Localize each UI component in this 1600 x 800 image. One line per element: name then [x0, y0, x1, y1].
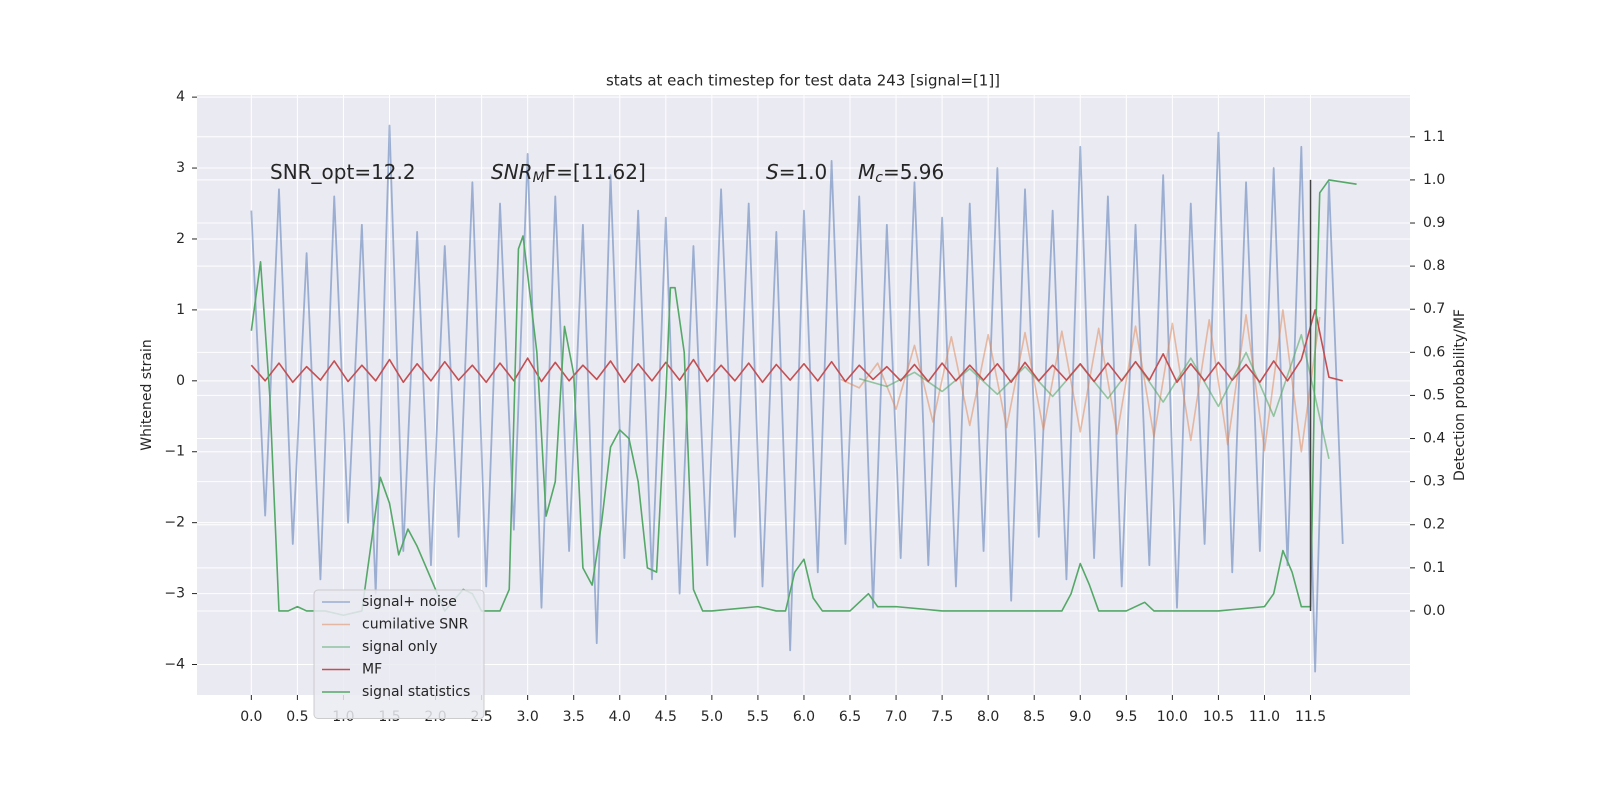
y2-tick-label: 0.5 — [1423, 387, 1445, 403]
y-tick-label: 4 — [176, 89, 185, 105]
y2-axis-label: Detection probability/MF — [1452, 309, 1468, 481]
annotation-tail: =1.0 — [779, 160, 828, 184]
annotation-tail: =5.96 — [883, 160, 944, 184]
x-tick-label: 10.0 — [1157, 709, 1188, 725]
x-tick-label: 7.5 — [931, 709, 953, 725]
y-tick-label: −1 — [164, 444, 185, 460]
annotation: Mc=5.96 — [858, 160, 944, 187]
x-tick-label: 9.5 — [1115, 709, 1137, 725]
y2-tick-label: 0.6 — [1423, 344, 1445, 360]
y2-tick-label: 0.3 — [1423, 474, 1445, 490]
annotation-text: M — [858, 160, 875, 184]
y-tick-label: −2 — [164, 515, 185, 531]
legend-label: cumilative SNR — [362, 617, 469, 633]
x-tick-label: 7.0 — [885, 709, 907, 725]
legend-label: signal+ noise — [362, 594, 457, 610]
x-tick-label: 11.0 — [1249, 709, 1280, 725]
x-tick-label: 0.5 — [286, 709, 308, 725]
x-tick-label: 6.5 — [839, 709, 861, 725]
y2-tick-label: 0.4 — [1423, 431, 1445, 447]
x-tick-label: 4.0 — [609, 709, 631, 725]
x-tick-label: 11.5 — [1295, 709, 1326, 725]
annotation-text: SNR — [491, 160, 533, 184]
annotation-tail: F=[11.62] — [545, 160, 646, 184]
y2-tick-label: 1.0 — [1423, 172, 1445, 188]
x-tick-label: 8.0 — [977, 709, 999, 725]
legend-label: signal only — [362, 639, 437, 655]
y2-tick-label: 0.9 — [1423, 215, 1445, 231]
x-tick-label: 0.0 — [240, 709, 262, 725]
y2-tick-label: 0.1 — [1423, 560, 1445, 576]
y-tick-label: 2 — [176, 231, 185, 247]
y-tick-label: −4 — [164, 657, 185, 673]
x-tick-label: 9.0 — [1069, 709, 1091, 725]
y-axis-label: Whitened strain — [139, 339, 155, 450]
y2-tick-label: 0.2 — [1423, 517, 1445, 533]
y2-tick-label: 0.8 — [1423, 258, 1445, 274]
legend-box — [313, 589, 485, 719]
legend: signal+ noise cumilative SNR signal only MF… — [313, 589, 485, 719]
x-tick-label: 5.5 — [747, 709, 769, 725]
y2-tick-label: 1.1 — [1423, 129, 1445, 145]
y-tick-label: −3 — [164, 586, 185, 602]
annotation-text: S — [766, 160, 779, 184]
x-tick-label: 4.5 — [655, 709, 677, 725]
annotation-subscript: c — [875, 170, 883, 186]
y-tick-label: 0 — [176, 373, 185, 389]
legend-label: signal statistics — [362, 684, 470, 700]
series-line — [250, 179, 1357, 617]
legend-label: MF — [362, 662, 382, 678]
series-line — [250, 124, 1344, 673]
y-tick-label: 3 — [176, 160, 185, 176]
annotation: SNR_opt=12.2 — [270, 160, 416, 184]
x-tick-label: 3.5 — [563, 709, 585, 725]
x-tick-label: 3.0 — [517, 709, 539, 725]
x-tick-label: 8.5 — [1023, 709, 1045, 725]
annotation: SNRMF=[11.62] — [491, 160, 646, 187]
annotation-text: SNR_opt=12.2 — [270, 160, 416, 184]
y-tick-label: 1 — [176, 302, 185, 318]
annotation: S=1.0 — [766, 160, 827, 184]
x-tick-label: 5.0 — [701, 709, 723, 725]
y2-tick-label: 0.0 — [1423, 603, 1445, 619]
plot-lines — [250, 124, 1357, 673]
x-tick-label: 10.5 — [1203, 709, 1234, 725]
chart-title: stats at each timestep for test data 243… — [606, 72, 1000, 90]
series-line — [250, 309, 1343, 384]
y2-tick-label: 0.7 — [1423, 301, 1445, 317]
x-tick-label: 6.0 — [793, 709, 815, 725]
annotation-subscript: M — [533, 170, 545, 186]
